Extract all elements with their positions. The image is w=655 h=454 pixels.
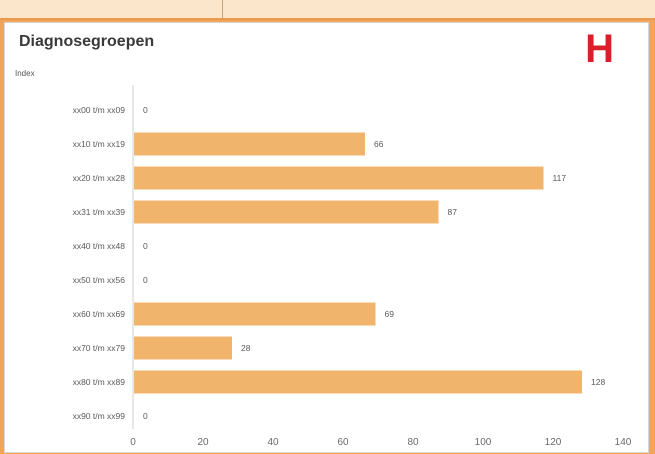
data-label: 28: [241, 343, 251, 353]
bar: [134, 336, 232, 360]
x-tick-label: 60: [337, 437, 349, 448]
bar: [134, 302, 376, 326]
panel-letter: H: [585, 27, 614, 71]
category-label: xx20 t/m xx28: [73, 173, 126, 183]
data-label: 66: [374, 139, 384, 149]
category-label: xx00 t/m xx09: [73, 105, 126, 115]
x-tick-label: 0: [130, 437, 136, 448]
x-tick-label: 140: [615, 437, 632, 448]
category-label: xx80 t/m xx89: [73, 377, 126, 387]
category-label: xx10 t/m xx19: [73, 139, 126, 149]
data-label: 87: [448, 207, 458, 217]
x-tick-label: 120: [545, 437, 562, 448]
category-label: xx60 t/m xx69: [73, 309, 126, 319]
chart-title: Diagnosegroepen: [19, 33, 155, 50]
category-label: xx40 t/m xx48: [73, 241, 126, 251]
data-label: 128: [591, 377, 605, 387]
x-tick-label: 20: [197, 437, 209, 448]
x-tick-label: 80: [407, 437, 419, 448]
category-label: xx31 t/m xx39: [73, 207, 126, 217]
bar: [134, 132, 365, 156]
category-label: xx50 t/m xx56: [73, 275, 126, 285]
x-tick-label: 100: [475, 437, 492, 448]
x-tick-label: 40: [267, 437, 279, 448]
data-label: 0: [143, 275, 148, 285]
category-label: xx90 t/m xx99: [73, 411, 126, 421]
data-label: 0: [143, 241, 148, 251]
bar: [134, 370, 582, 394]
bar-chart: xx00 t/m xx09 0 xx10 t/m xx19 66 xx20 t/m xx…: [73, 85, 632, 448]
bar: [134, 166, 544, 190]
data-label: 0: [143, 411, 148, 421]
data-label: 0: [143, 105, 148, 115]
category-label: xx70 t/m xx79: [73, 343, 126, 353]
top-strip: [0, 0, 655, 20]
chart-panel: Diagnosegroepen H Index xx00 t/m xx09 0 xx…: [4, 22, 649, 453]
bar: [134, 200, 439, 224]
top-strip-divider: [222, 0, 223, 18]
y-axis-title: Index: [15, 69, 35, 78]
data-label: 69: [385, 309, 395, 319]
data-label: 117: [553, 173, 567, 183]
